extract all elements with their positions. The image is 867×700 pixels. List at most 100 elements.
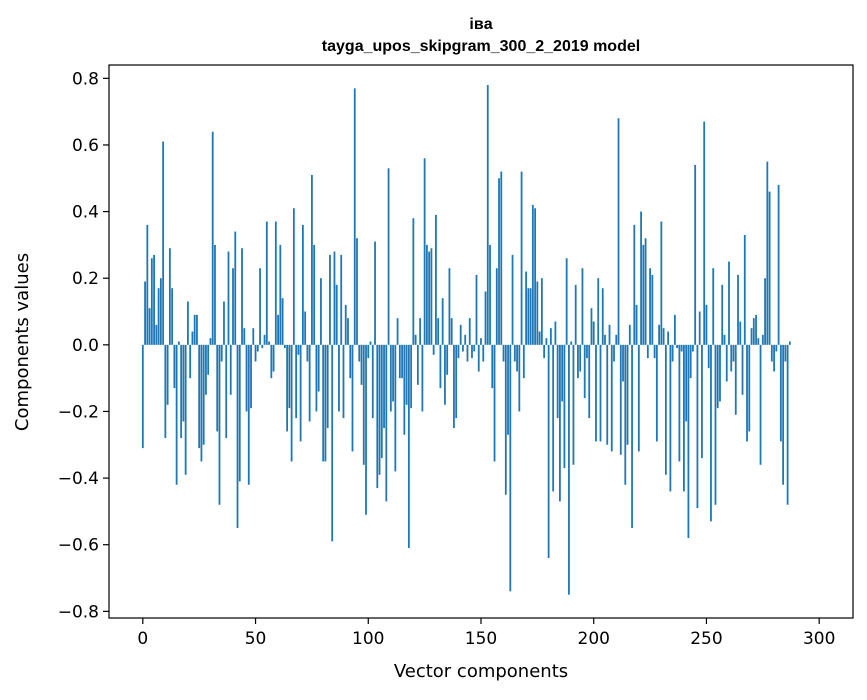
bar-124 — [421, 344, 424, 412]
bar-122 — [416, 344, 419, 385]
bar-146 — [471, 344, 473, 359]
bar-32 — [214, 244, 216, 345]
x-tick-label-0: 0 — [137, 629, 148, 649]
bar-252 — [710, 344, 712, 522]
bar-72 — [304, 311, 307, 345]
bar-262 — [732, 344, 735, 362]
bar-258 — [723, 334, 726, 345]
bar-229 — [658, 324, 661, 345]
bar-139 — [455, 344, 458, 419]
y-axis-ticks: −0.8 −0.6 −0.4 −0.2 0.0 0.2 0.4 0.6 0.8 — [58, 69, 109, 622]
y-tick-label-1: −0.6 — [58, 536, 99, 556]
bar-234 — [669, 344, 672, 492]
bar-169 — [522, 344, 525, 379]
bar-101 — [369, 341, 372, 345]
bar-172 — [529, 288, 532, 345]
bar-162 — [507, 344, 509, 435]
bar-247 — [698, 311, 701, 345]
bar-154 — [489, 244, 491, 345]
bar-125 — [423, 158, 426, 345]
bar-63 — [283, 344, 286, 349]
bar-86 — [335, 284, 338, 345]
bar-276 — [764, 278, 766, 345]
bar-273 — [757, 338, 760, 345]
bar-38 — [227, 251, 230, 345]
bar-164 — [511, 254, 514, 345]
bar-78 — [317, 344, 320, 392]
bar-103 — [374, 241, 376, 345]
bar-228 — [655, 344, 658, 442]
bar-272 — [755, 314, 757, 345]
bar-123 — [419, 318, 422, 345]
bar-15 — [175, 344, 178, 485]
bar-104 — [376, 344, 379, 489]
bar-182 — [552, 344, 555, 492]
bar-89 — [342, 344, 345, 419]
bar-174 — [534, 208, 537, 345]
bar-148 — [475, 274, 478, 345]
bar-175 — [536, 281, 539, 345]
bar-9 — [162, 141, 165, 345]
bar-129 — [432, 344, 435, 355]
bar-158 — [498, 178, 500, 345]
bar-1 — [144, 281, 146, 345]
bar-235 — [671, 344, 674, 362]
bar-170 — [525, 271, 527, 345]
bar-136 — [448, 268, 451, 345]
bar-77 — [315, 344, 318, 412]
x-axis-ticks: 0 50 100 150 200 250 300 — [137, 618, 835, 649]
x-tick-label-100: 100 — [352, 629, 384, 649]
bar-251 — [707, 344, 710, 369]
bar-143 — [464, 334, 467, 345]
bar-167 — [518, 344, 521, 412]
bar-14 — [173, 344, 176, 389]
bar-12 — [168, 248, 171, 345]
x-tick-label-150: 150 — [465, 629, 497, 649]
bar-144 — [466, 344, 469, 362]
x-tick-label-300: 300 — [803, 629, 835, 649]
bar-271 — [752, 318, 755, 345]
bar-243 — [689, 344, 692, 379]
bar-2 — [146, 224, 149, 345]
bar-107 — [383, 344, 385, 429]
bar-165 — [513, 344, 516, 362]
bar-84 — [331, 344, 334, 542]
bar-239 — [680, 344, 683, 352]
bar-111 — [392, 344, 394, 402]
bar-8 — [159, 278, 162, 345]
bar-187 — [563, 344, 566, 469]
bar-53 — [261, 344, 264, 349]
bar-40 — [232, 268, 234, 345]
bar-109 — [387, 168, 390, 345]
bar-76 — [313, 244, 316, 345]
bar-3 — [148, 308, 151, 345]
bar-16 — [177, 341, 180, 345]
bar-121 — [414, 334, 417, 345]
bar-156 — [493, 344, 496, 462]
x-axis-label: Vector components — [394, 661, 568, 682]
bar-105 — [378, 344, 381, 475]
bar-274 — [759, 344, 762, 465]
bar-279 — [770, 344, 773, 362]
bar-33 — [216, 344, 219, 432]
bar-286 — [786, 344, 789, 505]
bar-181 — [549, 328, 552, 345]
bar-48 — [250, 344, 252, 409]
bar-10 — [164, 344, 167, 439]
bar-189 — [568, 344, 570, 595]
bar-283 — [779, 344, 782, 442]
bar-97 — [360, 344, 363, 385]
bar-191 — [572, 344, 575, 465]
bar-92 — [349, 344, 352, 379]
bar-26 — [200, 344, 203, 462]
bar-29 — [207, 344, 210, 375]
bar-204 — [601, 288, 604, 345]
bar-41 — [234, 231, 237, 345]
bar-57 — [270, 344, 273, 379]
bar-60 — [277, 314, 279, 345]
bar-145 — [468, 318, 471, 345]
bar-70 — [299, 344, 302, 442]
bar-256 — [719, 344, 721, 402]
bar-91 — [347, 318, 349, 345]
bar-131 — [437, 318, 440, 345]
